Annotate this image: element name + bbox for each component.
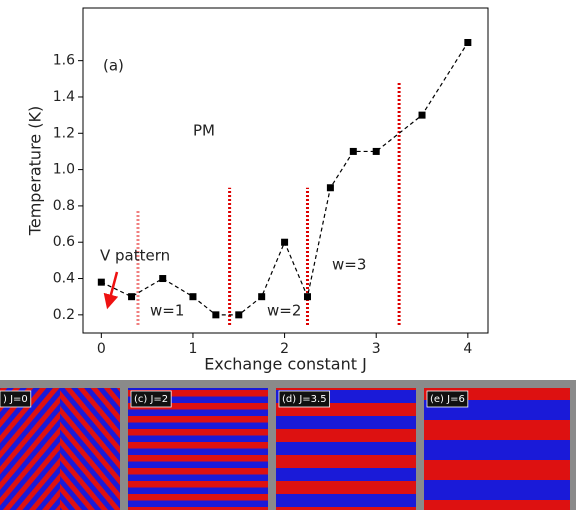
annotation: (a) — [103, 57, 124, 75]
annotation: w=2 — [267, 302, 301, 320]
point-marker — [97, 278, 105, 286]
y-tick-label: 0.4 — [53, 271, 75, 287]
y-axis-label: Temperature (K) — [26, 106, 45, 236]
point-marker — [281, 238, 289, 246]
panel-label: ) J=0 — [3, 394, 28, 405]
panel-label-bg — [278, 390, 330, 408]
annotation: PM — [193, 122, 215, 140]
point-marker — [418, 111, 426, 119]
plot-frame — [82, 7, 489, 334]
point-marker — [372, 147, 380, 155]
panel-label-group: (d) J=3.5 — [278, 390, 330, 408]
annotation: w=3 — [332, 256, 366, 274]
panel-label: (c) J=2 — [134, 394, 168, 405]
panel-c — [128, 388, 268, 510]
panel-label-group: ) J=0 — [0, 390, 32, 408]
series-line — [101, 42, 469, 316]
x-tick-label: 0 — [97, 341, 106, 357]
x-tick-label: 4 — [463, 341, 472, 357]
point-marker — [235, 311, 243, 319]
panel-label-group: (e) J=6 — [426, 390, 469, 408]
x-tick-label: 3 — [372, 341, 381, 357]
y-tick-label: 0.8 — [53, 198, 75, 214]
x-tick-label: 1 — [188, 341, 197, 357]
annotation: w=1 — [150, 302, 184, 320]
point-marker — [464, 38, 472, 46]
panel-label: (e) J=6 — [430, 394, 465, 405]
point-marker — [128, 293, 136, 301]
y-tick-label: 0.2 — [53, 307, 75, 323]
point-marker — [349, 147, 357, 155]
panel-label-bg — [426, 390, 469, 408]
annotation: V pattern — [100, 247, 170, 265]
point-marker — [326, 184, 334, 192]
point-marker — [189, 293, 197, 301]
v-pattern-arrow — [103, 271, 119, 310]
panel-label-bg — [0, 390, 32, 408]
y-tick-label: 1.4 — [53, 89, 75, 105]
y-tick-label: 1.2 — [53, 125, 75, 141]
point-marker — [212, 311, 220, 319]
panel-e — [424, 388, 570, 510]
x-tick-label: 2 — [280, 341, 289, 357]
x-axis-label: Exchange constant J — [204, 355, 367, 374]
panel-b — [0, 388, 120, 510]
panel-d — [276, 388, 416, 510]
point-marker — [303, 293, 311, 301]
panel-label: (d) J=3.5 — [282, 394, 327, 405]
panel-label-group: (c) J=2 — [130, 390, 172, 408]
panel-label-bg — [130, 390, 172, 408]
y-tick-label: 1.6 — [53, 53, 75, 69]
point-marker — [159, 275, 167, 283]
point-marker — [258, 293, 266, 301]
y-tick-label: 1.0 — [53, 162, 75, 178]
y-tick-label: 0.6 — [53, 234, 75, 250]
